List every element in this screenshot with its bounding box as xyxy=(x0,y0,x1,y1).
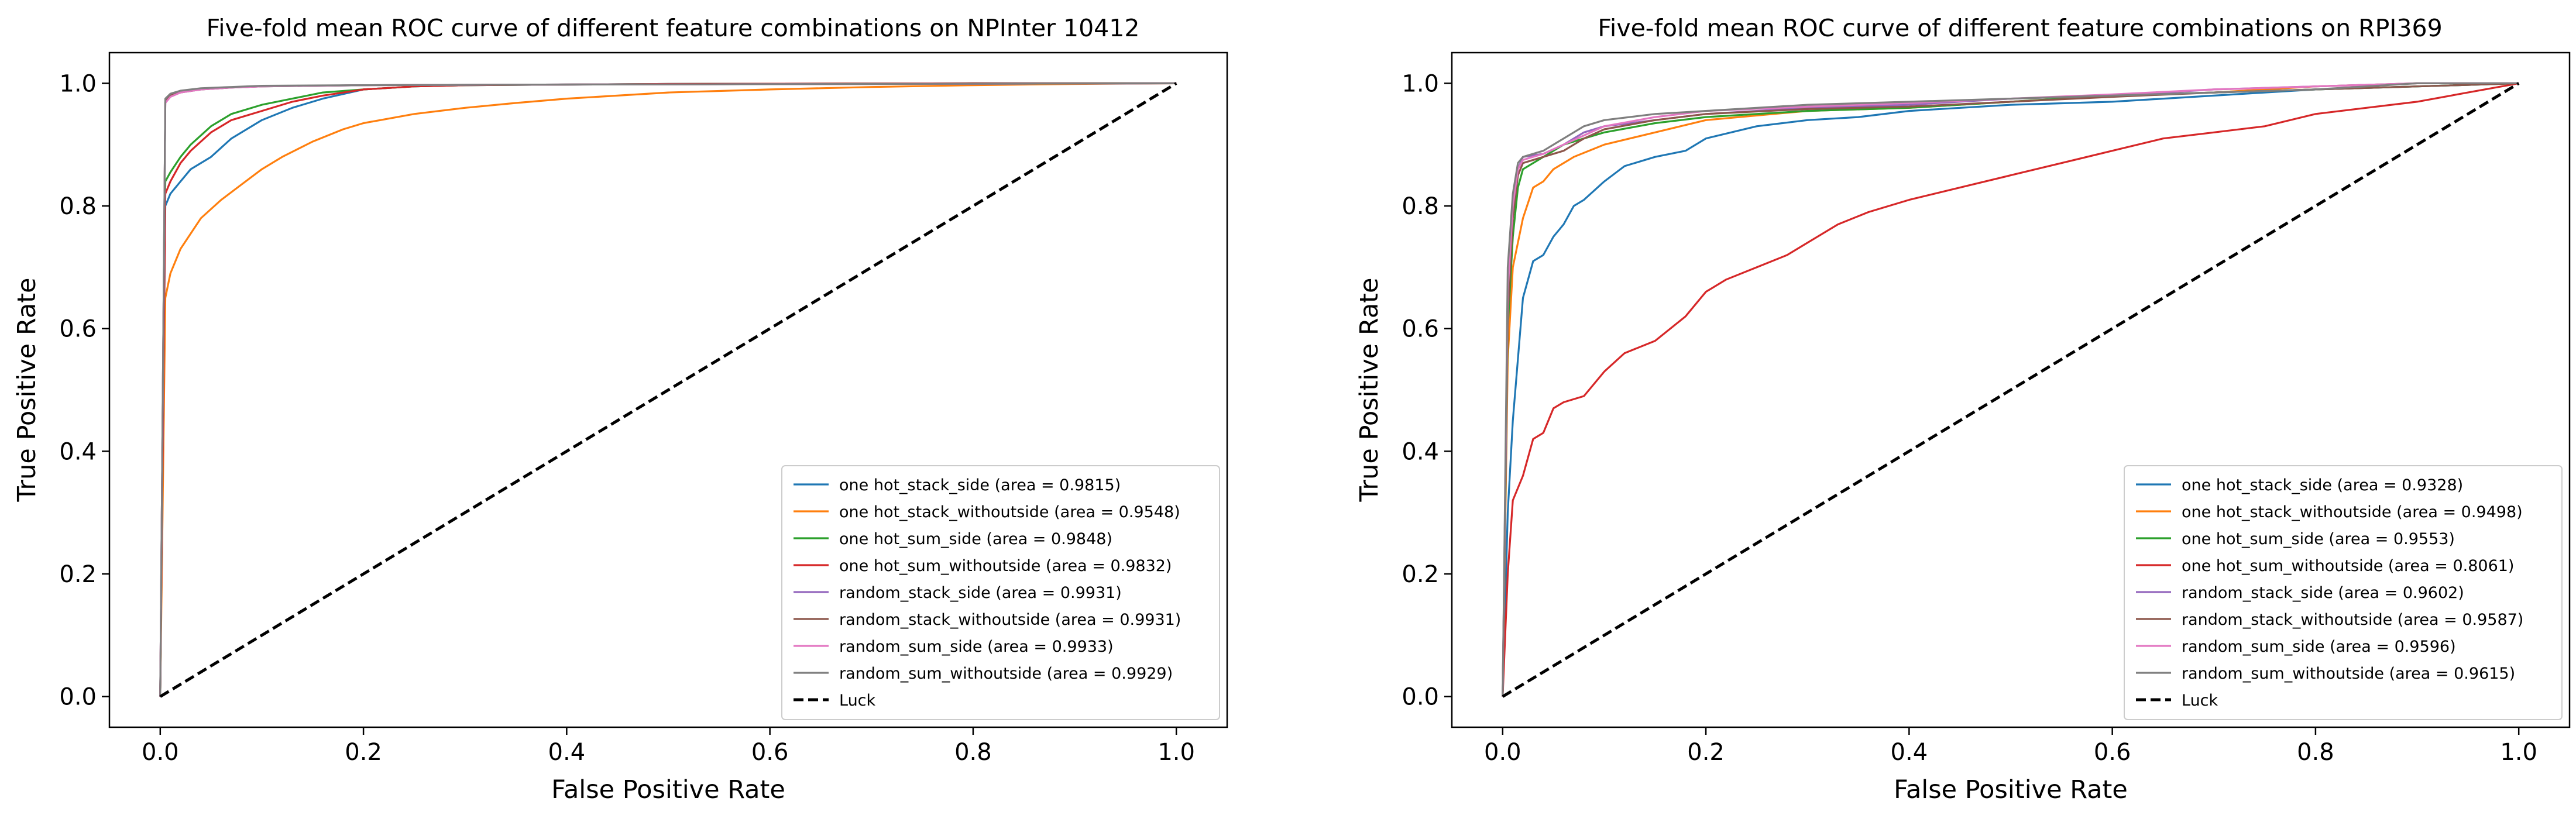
roc-panel-npinter: Five-fold mean ROC curve of different fe… xyxy=(12,14,1228,804)
chart-title: Five-fold mean ROC curve of different fe… xyxy=(1598,14,2442,42)
roc-curve-4 xyxy=(1502,82,2519,697)
y-axis-label: True Positive Rate xyxy=(12,277,42,502)
y-axis: 0.0 0.2 0.4 0.6 0.8 1.0 xyxy=(59,70,109,711)
y-tick-label: 0.4 xyxy=(1402,438,1439,465)
luck-line xyxy=(1502,82,2520,698)
roc-curve-2 xyxy=(159,82,1177,697)
y-axis: 0.0 0.2 0.4 0.6 0.8 1.0 xyxy=(1402,70,1452,711)
legend-label: Luck xyxy=(839,692,876,710)
y-axis-label: True Positive Rate xyxy=(1355,277,1384,502)
y-tick-label: 0.4 xyxy=(59,438,97,465)
axes-frame xyxy=(1451,51,2571,728)
roc-curve-8 xyxy=(159,82,1177,697)
roc-curve-7 xyxy=(1502,82,2519,697)
x-tick-label: 0.0 xyxy=(142,739,179,766)
y-tick-label: 0.0 xyxy=(1402,684,1439,711)
x-tick-label: 0.0 xyxy=(1484,739,1521,766)
legend-label: random_stack_side (area = 0.9931) xyxy=(839,584,1122,602)
legend-label: random_stack_withoutside (area = 0.9587) xyxy=(2182,611,2523,629)
y-tick-label: 0.2 xyxy=(59,561,97,588)
axes-frame xyxy=(108,51,1228,728)
x-tick-label: 0.6 xyxy=(2094,739,2131,766)
chart-title: Five-fold mean ROC curve of different fe… xyxy=(207,14,1140,42)
curves-group xyxy=(159,82,1177,698)
roc-curve-8 xyxy=(1502,82,2519,697)
legend: one hot_stack_side (area = 0.9815) one ho… xyxy=(781,465,1220,720)
legend-box xyxy=(781,465,1220,720)
legend-label: one hot_sum_withoutside (area = 0.9832) xyxy=(839,557,1172,575)
legend-label: random_stack_withoutside (area = 0.9931) xyxy=(839,611,1181,629)
y-tick-label: 0.2 xyxy=(1402,561,1439,588)
legend-label: one hot_sum_side (area = 0.9848) xyxy=(839,530,1112,548)
luck-line xyxy=(159,82,1177,698)
x-axis-label: False Positive Rate xyxy=(1894,775,2128,804)
x-tick-label: 0.6 xyxy=(751,739,789,766)
legend-label: one hot_stack_side (area = 0.9328) xyxy=(2182,476,2463,494)
roc-panel-rpi369: Five-fold mean ROC curve of different fe… xyxy=(1355,14,2571,804)
legend-label: random_sum_withoutside (area = 0.9615) xyxy=(2182,665,2515,683)
legend: one hot_stack_side (area = 0.9328) one ho… xyxy=(2124,465,2563,720)
y-tick-label: 1.0 xyxy=(59,70,97,97)
y-tick-label: 0.0 xyxy=(59,684,97,711)
x-tick-label: 0.8 xyxy=(954,739,992,766)
legend-label: random_sum_side (area = 0.9933) xyxy=(839,638,1114,656)
legend-label: one hot_stack_withoutside (area = 0.9548… xyxy=(839,503,1180,521)
x-tick-label: 0.4 xyxy=(548,739,586,766)
y-tick-label: 0.8 xyxy=(1402,193,1439,220)
legend-label: Luck xyxy=(2182,692,2218,710)
x-axis: 0.0 0.2 0.4 0.6 0.8 1.0 xyxy=(142,727,1195,766)
x-tick-label: 0.4 xyxy=(1891,739,1928,766)
legend-label: random_stack_side (area = 0.9602) xyxy=(2182,584,2464,602)
curves-group xyxy=(1502,82,2520,698)
legend-label: one hot_sum_withoutside (area = 0.8061) xyxy=(2182,557,2514,575)
legend-label: one hot_sum_side (area = 0.9553) xyxy=(2182,530,2455,548)
legend-label: one hot_stack_side (area = 0.9815) xyxy=(839,476,1121,494)
legend-label: one hot_stack_withoutside (area = 0.9498… xyxy=(2182,503,2523,521)
x-tick-label: 0.8 xyxy=(2297,739,2334,766)
x-tick-label: 1.0 xyxy=(1158,739,1195,766)
y-tick-label: 0.8 xyxy=(59,193,97,220)
legend-label: random_sum_side (area = 0.9596) xyxy=(2182,638,2456,656)
x-tick-label: 0.2 xyxy=(1687,739,1725,766)
legend-label: random_sum_withoutside (area = 0.9929) xyxy=(839,665,1173,683)
y-tick-label: 1.0 xyxy=(1402,70,1439,97)
x-tick-label: 0.2 xyxy=(345,739,382,766)
x-axis-label: False Positive Rate xyxy=(551,775,785,804)
y-tick-label: 0.6 xyxy=(59,316,97,343)
x-axis: 0.0 0.2 0.4 0.6 0.8 1.0 xyxy=(1484,727,2537,766)
roc-curve-1 xyxy=(1502,82,2519,697)
legend-box xyxy=(2124,465,2563,720)
x-tick-label: 1.0 xyxy=(2500,739,2537,766)
y-tick-label: 0.6 xyxy=(1402,316,1439,343)
